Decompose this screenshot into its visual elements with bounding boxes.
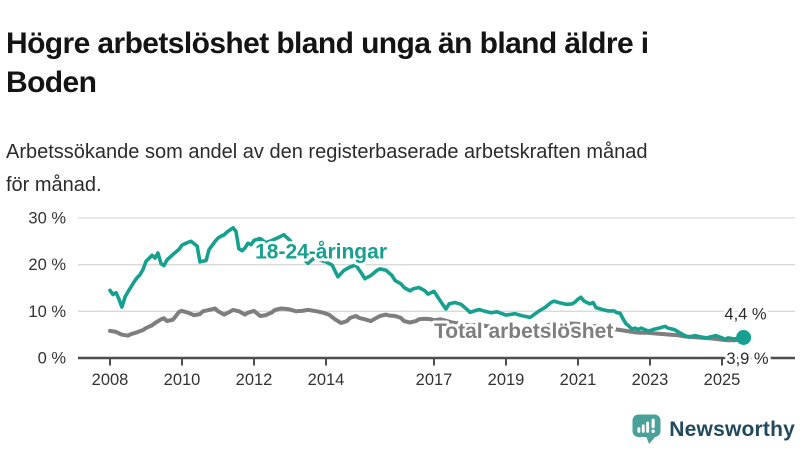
page-subtitle: Arbetssökande som andel av den registerb…: [6, 136, 794, 202]
newsworthy-logo: Newsworthy: [632, 414, 795, 445]
x-tick-label: 2010: [164, 371, 201, 389]
y-tick-label: 20 %: [28, 256, 66, 274]
x-tick-label: 2023: [632, 371, 669, 389]
y-tick-label: 0 %: [38, 350, 67, 368]
series-label-18-24: 18-24-åringar: [255, 241, 387, 264]
x-tick-label: 2008: [92, 371, 129, 389]
end-dot-18-24: [736, 330, 752, 345]
newsworthy-wordmark: Newsworthy: [669, 417, 795, 441]
end-value-label-18-24: 4,4 %: [724, 306, 767, 324]
page-subtitle-line1: Arbetssökande som andel av den registerb…: [6, 141, 648, 163]
x-tick-label: 2012: [236, 371, 273, 389]
x-tick-label: 2014: [308, 371, 345, 389]
series-label-total: Total arbetslöshet: [434, 320, 613, 343]
y-tick-label: 10 %: [28, 303, 66, 321]
bar-chart-speech-bubble-icon: [632, 414, 661, 444]
page-title-line1: Högre arbetslöshet bland unga än bland ä…: [6, 27, 649, 61]
x-tick-label: 2021: [560, 371, 597, 389]
page-title: Högre arbetslöshet bland unga än bland ä…: [6, 24, 794, 102]
end-value-label-total: 3,9 %: [726, 350, 769, 368]
page-subtitle-line2: för månad.: [6, 174, 102, 196]
series-line-18-24: [108, 226, 746, 342]
page-title-line2: Boden: [6, 66, 97, 100]
x-tick-label: 2025: [704, 371, 741, 389]
series-line-total: [108, 306, 746, 343]
y-tick-label: 30 %: [28, 210, 66, 228]
x-tick-label: 2017: [416, 371, 453, 389]
x-tick-label: 2019: [488, 371, 525, 389]
